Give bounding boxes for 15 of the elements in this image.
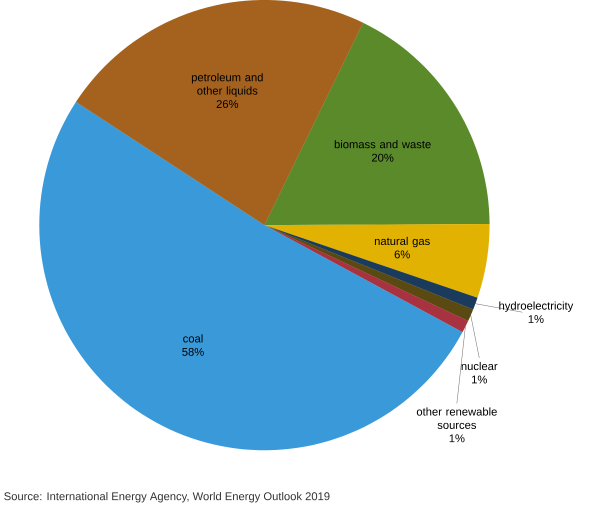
data-label: 20% [372,154,394,162]
slice-label: hydroelectricity [499,301,574,312]
source-note: Source: International Energy Agency, World Energy Outlook 2019 [4,492,330,502]
data-label: 58% [182,348,204,356]
slice-label: natural gas [374,236,430,248]
data-label: 26% [216,100,238,108]
data-label: 1% [450,434,465,442]
slice-label: other renewable sources [416,407,497,429]
slice-label: coal [183,334,203,342]
slice-label: nuclear [462,362,498,370]
slice-label: biomass and waste [334,140,431,148]
data-label: 1% [472,376,487,384]
data-label: 1% [528,315,544,323]
slice-label: petroleum and other liquids [192,73,263,97]
data-label: 6% [394,250,410,258]
